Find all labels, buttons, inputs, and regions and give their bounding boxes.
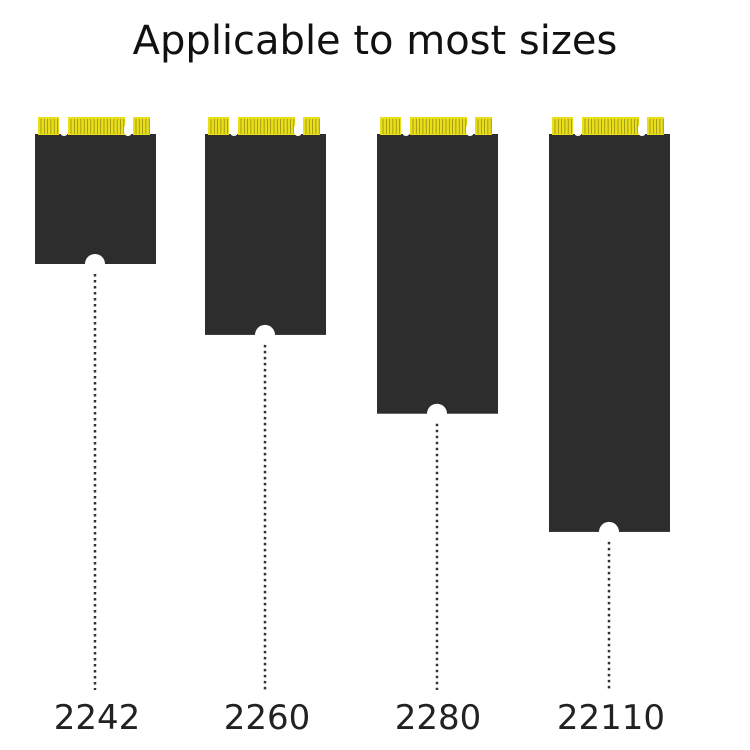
ssd-board-22110 (549, 134, 670, 532)
size-label-2260: 2260 (223, 698, 311, 738)
ssd-board-2260 (205, 134, 326, 335)
gold-contacts (582, 117, 639, 135)
gold-contacts (238, 117, 295, 135)
ssd-board-2280 (377, 134, 498, 414)
key-notch (402, 124, 410, 136)
screw-notch (599, 521, 619, 542)
gold-contacts (68, 117, 125, 135)
key-notch (294, 124, 302, 136)
key-notch (230, 124, 238, 136)
size-label-22110: 22110 (556, 698, 666, 738)
page-title: Applicable to most sizes (132, 18, 618, 64)
gold-contacts (133, 117, 150, 135)
ssd-board-2242 (35, 134, 156, 264)
gold-contacts (647, 117, 664, 135)
gold-contacts (380, 117, 401, 135)
key-notch (60, 124, 68, 136)
size-label-2280: 2280 (394, 698, 482, 738)
gold-contacts (475, 117, 492, 135)
screw-notch (255, 324, 275, 345)
key-notch (638, 124, 646, 136)
screw-notch (427, 403, 447, 424)
screw-notch (85, 254, 105, 274)
size-label-2242: 2242 (53, 698, 141, 738)
gold-contacts (552, 117, 573, 135)
gold-contacts (410, 117, 467, 135)
key-notch (466, 124, 474, 136)
gold-contacts (303, 117, 320, 135)
gold-contacts (208, 117, 229, 135)
key-notch (124, 124, 132, 136)
gold-contacts (38, 117, 59, 135)
key-notch (574, 124, 582, 136)
